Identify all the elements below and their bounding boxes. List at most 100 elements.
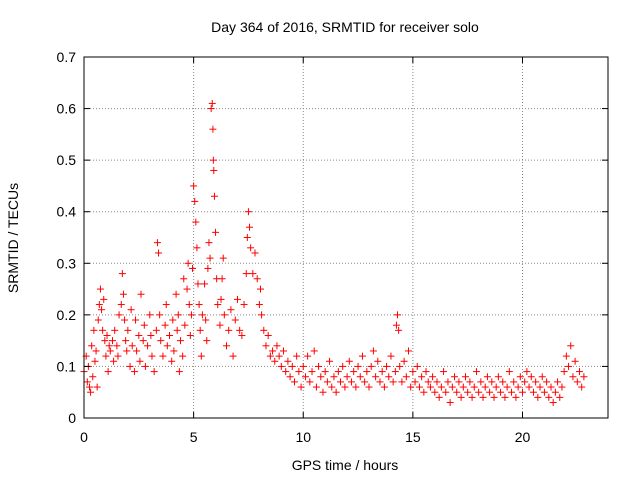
data-point	[130, 368, 138, 376]
data-point	[141, 362, 149, 370]
data-point	[323, 378, 331, 386]
data-point	[499, 378, 507, 386]
x-tick-label: 0	[80, 429, 88, 445]
data-point	[216, 321, 224, 329]
data-point	[159, 352, 167, 360]
data-point	[277, 362, 285, 370]
data-point	[251, 249, 259, 257]
data-point	[575, 368, 583, 376]
data-point	[407, 383, 415, 391]
data-point	[193, 244, 201, 252]
data-point	[229, 352, 237, 360]
data-point	[113, 342, 121, 350]
data-point	[352, 383, 360, 391]
data-point	[214, 301, 222, 309]
data-point	[101, 337, 109, 345]
data-point	[527, 373, 535, 381]
data-point	[256, 285, 264, 293]
data-point	[341, 383, 349, 391]
data-points	[80, 99, 588, 407]
data-point	[90, 326, 98, 334]
data-point	[293, 352, 301, 360]
data-point	[127, 306, 135, 314]
data-point	[203, 337, 211, 345]
data-point	[220, 311, 228, 319]
data-point	[146, 311, 154, 319]
data-point	[144, 342, 152, 350]
data-point	[201, 280, 209, 288]
data-point	[354, 362, 362, 370]
data-point	[345, 357, 353, 365]
data-point	[212, 228, 220, 236]
data-point	[264, 331, 272, 339]
data-point	[514, 383, 522, 391]
data-point	[156, 311, 164, 319]
data-point	[183, 285, 191, 293]
data-point	[187, 311, 195, 319]
data-point	[249, 270, 257, 278]
data-point	[238, 331, 246, 339]
data-point	[343, 373, 351, 381]
data-point	[350, 368, 358, 376]
data-point	[516, 373, 524, 381]
data-point	[168, 357, 176, 365]
data-point	[109, 337, 117, 345]
data-point	[266, 352, 274, 360]
data-point	[128, 342, 136, 350]
data-point	[111, 326, 119, 334]
data-point	[501, 393, 509, 401]
data-point	[361, 378, 369, 386]
x-tick-label: 15	[405, 429, 421, 445]
data-point	[299, 362, 307, 370]
data-point	[429, 373, 437, 381]
data-point	[217, 295, 225, 303]
data-point	[192, 218, 200, 226]
data-point	[179, 352, 187, 360]
data-point	[523, 368, 531, 376]
data-point	[321, 368, 329, 376]
data-point	[155, 249, 163, 257]
data-point	[512, 393, 520, 401]
data-point	[380, 383, 388, 391]
y-tick-label: 0.3	[57, 255, 77, 271]
data-point	[247, 244, 255, 252]
data-point	[286, 373, 294, 381]
data-point	[255, 301, 263, 309]
data-point	[206, 254, 214, 262]
data-point	[83, 378, 91, 386]
data-point	[140, 321, 148, 329]
data-point	[218, 275, 226, 283]
data-point	[147, 331, 155, 339]
data-point	[525, 383, 533, 391]
data-point	[554, 378, 562, 386]
data-point	[326, 357, 334, 365]
data-point	[466, 378, 474, 386]
data-point	[556, 393, 564, 401]
data-point	[334, 368, 342, 376]
x-tick-label: 20	[515, 429, 531, 445]
data-point	[282, 368, 290, 376]
data-point	[529, 388, 537, 396]
data-point	[132, 316, 140, 324]
y-tick-label: 0.7	[57, 49, 77, 65]
data-point	[319, 388, 327, 396]
data-point	[273, 342, 281, 350]
data-point	[103, 331, 111, 339]
data-point	[174, 311, 182, 319]
data-point	[244, 208, 252, 216]
data-point	[475, 388, 483, 396]
data-point	[169, 316, 177, 324]
data-point	[98, 306, 106, 314]
data-point	[549, 399, 557, 407]
data-point	[543, 378, 551, 386]
data-point	[96, 285, 104, 293]
data-point	[115, 311, 123, 319]
data-point	[209, 156, 217, 164]
data-point	[189, 264, 197, 272]
data-point	[372, 373, 380, 381]
data-point	[464, 388, 472, 396]
data-point	[508, 388, 516, 396]
data-point	[448, 383, 456, 391]
data-point	[242, 270, 250, 278]
